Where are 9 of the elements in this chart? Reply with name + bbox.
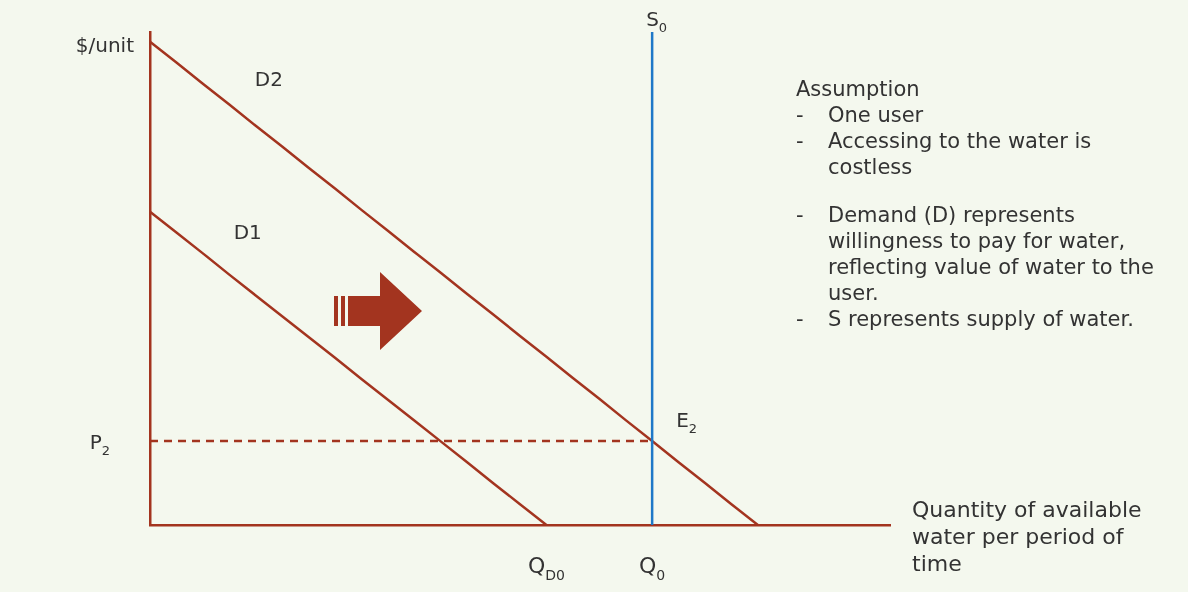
x-axis-title: Quantity of available water per period of time (912, 497, 1142, 576)
annotation: - S represents supply of water. (796, 306, 1134, 332)
annotation: Assumption (796, 76, 920, 102)
annotation: - Accessing to the water is costless (796, 128, 1093, 180)
annotation: - Demand (D) represents willingness to pay for water, reflecting value of water to the user. (796, 202, 1155, 306)
series-label: D1 (233, 220, 262, 245)
annotation: - One user (796, 102, 924, 128)
series-label: D2 (254, 67, 283, 91)
y-axis-title: $/unit (75, 33, 135, 57)
